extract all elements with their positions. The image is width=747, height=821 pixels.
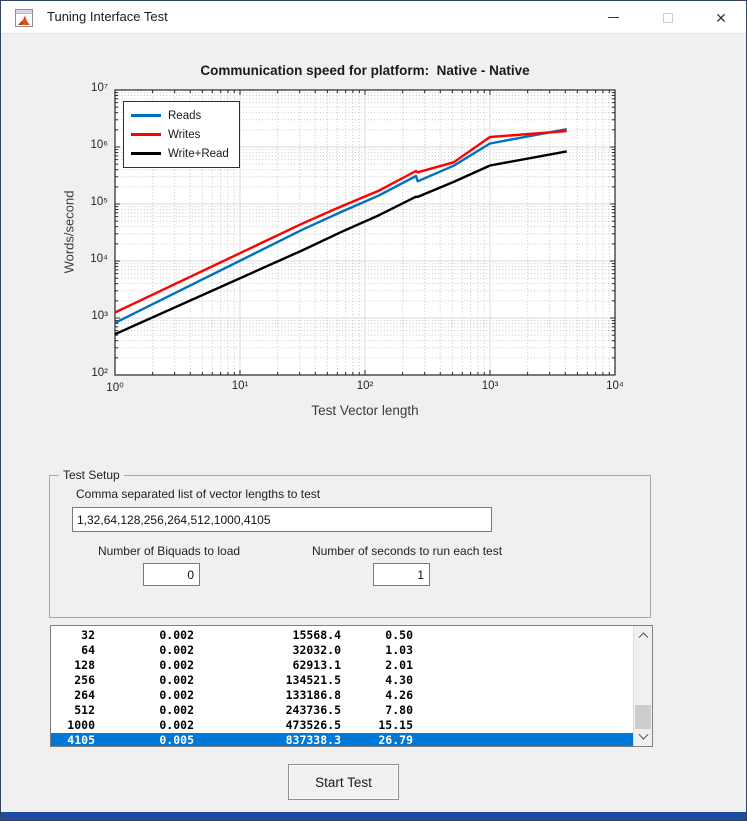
minimize-button[interactable] <box>590 1 636 34</box>
legend-label: Writes <box>168 128 201 141</box>
y-tick-label: 10⁵ <box>90 196 108 208</box>
table-row[interactable]: 128 0.002 62913.1 2.01 <box>51 658 633 673</box>
series-Writes <box>114 129 567 314</box>
series-Write+Read <box>114 150 567 336</box>
legend-swatch <box>131 114 161 117</box>
table-cell: 62913.1 <box>292 658 341 672</box>
table-cell: 0.002 <box>159 688 194 702</box>
seconds-label: Number of seconds to run each test <box>311 544 503 558</box>
scroll-down-button[interactable] <box>634 729 652 746</box>
series-lines <box>114 128 567 336</box>
table-cell: 2.01 <box>385 658 413 672</box>
titlebar: Tuning Interface Test ✕ <box>1 1 746 34</box>
table-cell: 32032.0 <box>292 643 341 657</box>
biquads-input[interactable] <box>143 563 200 586</box>
table-cell: 1.03 <box>385 643 413 657</box>
x-tick-label: 10² <box>356 380 374 392</box>
chart-region: Communication speed for platform: Native… <box>1 37 746 439</box>
x-axis-label: Test Vector length <box>311 403 419 418</box>
y-tick-label: 10⁴ <box>90 253 108 265</box>
group-label: Test Setup <box>59 468 124 482</box>
chart-title: Communication speed for platform: Native… <box>200 63 530 78</box>
table-cell: 0.002 <box>159 673 194 687</box>
results-rows: 32 0.002 15568.4 0.50 64 0.002 32032.0 1.03 128 0… <box>51 626 633 746</box>
table-cell: 134521.5 <box>285 673 341 687</box>
table-cell: 0.002 <box>159 658 194 672</box>
table-cell: 0.50 <box>385 628 413 642</box>
matlab-membrane-icon <box>18 15 30 25</box>
table-cell: 256 <box>74 673 95 687</box>
scroll-up-button[interactable] <box>634 626 652 643</box>
table-row[interactable]: 256 0.002 134521.5 4.30 <box>51 673 633 688</box>
y-tick-label: 10⁶ <box>90 139 108 151</box>
table-row[interactable]: 4105 0.005 837338.3 26.79 <box>51 733 633 746</box>
window-title: Tuning Interface Test <box>47 9 168 24</box>
scroll-up-icon <box>638 632 648 643</box>
table-cell: 837338.3 <box>285 733 341 746</box>
table-cell: 243736.5 <box>285 703 341 717</box>
table-row[interactable]: 264 0.002 133186.8 4.26 <box>51 688 633 703</box>
table-cell: 26.79 <box>378 733 413 746</box>
y-tick-label: 10³ <box>91 310 108 322</box>
legend-entry: Writes <box>131 125 229 144</box>
x-tick-label: 10⁴ <box>606 380 624 392</box>
biquads-label: Number of Biquads to load <box>97 544 241 558</box>
legend-swatch <box>131 152 161 155</box>
vector-lengths-input[interactable] <box>72 507 492 532</box>
table-cell: 473526.5 <box>285 718 341 732</box>
table-cell: 64 <box>81 643 95 657</box>
seconds-input[interactable] <box>373 563 430 586</box>
table-cell: 0.002 <box>159 703 194 717</box>
close-button[interactable]: ✕ <box>698 1 744 34</box>
legend-label: Reads <box>168 109 202 122</box>
icon-window-bar <box>16 10 32 14</box>
maximize-button <box>645 1 691 34</box>
start-test-button[interactable]: Start Test <box>288 764 399 800</box>
table-cell: 4.30 <box>385 673 413 687</box>
table-cell: 4105 <box>67 733 95 746</box>
series-Reads <box>114 128 567 324</box>
table-cell: 15.15 <box>378 718 413 732</box>
scrollbar[interactable] <box>633 626 652 746</box>
close-icon: ✕ <box>715 9 727 26</box>
x-tick-label: 10¹ <box>231 380 249 392</box>
table-cell: 512 <box>74 703 95 717</box>
table-row[interactable]: 32 0.002 15568.4 0.50 <box>51 628 633 643</box>
scroll-down-icon <box>638 729 648 740</box>
table-cell: 133186.8 <box>285 688 341 702</box>
vector-lengths-label: Comma separated list of vector lengths t… <box>76 487 321 501</box>
legend-swatch <box>131 133 161 136</box>
table-cell: 32 <box>81 628 95 642</box>
results-list[interactable]: 32 0.002 15568.4 0.50 64 0.002 32032.0 1.03 128 0… <box>50 625 653 747</box>
matlab-logo-icon <box>15 9 33 27</box>
table-cell: 1000 <box>67 718 95 732</box>
x-tick-label: 10⁰ <box>106 382 124 394</box>
table-cell: 0.005 <box>159 733 194 746</box>
table-row[interactable]: 1000 0.002 473526.5 15.15 <box>51 718 633 733</box>
table-cell: 128 <box>74 658 95 672</box>
minimize-icon <box>607 17 619 18</box>
table-cell: 15568.4 <box>292 628 341 642</box>
y-tick-label: 10⁷ <box>91 82 108 94</box>
y-tick-label: 10² <box>91 367 108 379</box>
table-cell: 0.002 <box>159 628 194 642</box>
legend-label: Write+Read <box>168 147 229 160</box>
maximize-icon <box>663 12 673 23</box>
legend: Reads Writes Write+Read <box>123 101 240 168</box>
legend-entry: Reads <box>131 106 229 125</box>
table-cell: 4.26 <box>385 688 413 702</box>
table-cell: 264 <box>74 688 95 702</box>
table-cell: 0.002 <box>159 643 194 657</box>
x-tick-label: 10³ <box>481 380 499 392</box>
plot-area <box>114 89 616 376</box>
table-cell: 0.002 <box>159 718 194 732</box>
scroll-thumb[interactable] <box>635 705 651 729</box>
table-row[interactable]: 512 0.002 243736.5 7.80 <box>51 703 633 718</box>
bottom-accent-bar <box>1 812 746 820</box>
table-row[interactable]: 64 0.002 32032.0 1.03 <box>51 643 633 658</box>
test-setup-group: Test Setup Comma separated list of vecto… <box>49 468 651 618</box>
legend-entry: Write+Read <box>131 144 229 163</box>
table-cell: 7.80 <box>385 703 413 717</box>
